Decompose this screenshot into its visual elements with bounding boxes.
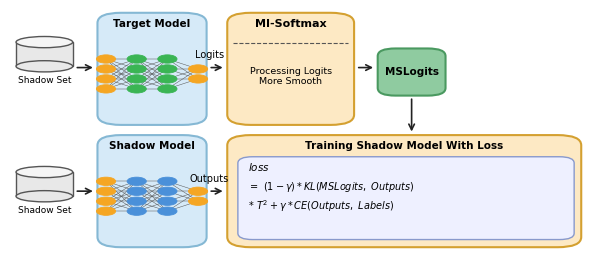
Circle shape xyxy=(127,177,146,185)
Circle shape xyxy=(188,75,208,83)
FancyBboxPatch shape xyxy=(228,135,582,247)
Text: $*\ T^2 + \gamma * CE(\mathit{Outputs},\ \mathit{Labels})$: $*\ T^2 + \gamma * CE(\mathit{Outputs},\… xyxy=(249,198,394,214)
Bar xyxy=(16,172,73,196)
Ellipse shape xyxy=(16,191,73,202)
Text: Target Model: Target Model xyxy=(113,19,191,29)
FancyBboxPatch shape xyxy=(98,13,206,125)
Circle shape xyxy=(188,197,208,205)
Text: MI-Softmax: MI-Softmax xyxy=(255,19,326,29)
Text: Training Shadow Model With Loss: Training Shadow Model With Loss xyxy=(305,141,503,152)
Text: $= \ (1 - \gamma) * KL(\mathit{MSLogits},\ \mathit{Outputs})$: $= \ (1 - \gamma) * KL(\mathit{MSLogits}… xyxy=(249,180,415,194)
Ellipse shape xyxy=(16,166,73,178)
FancyBboxPatch shape xyxy=(98,135,206,247)
Circle shape xyxy=(96,55,116,63)
Text: MSLogits: MSLogits xyxy=(385,67,439,77)
Circle shape xyxy=(127,75,146,83)
Text: Logits: Logits xyxy=(195,50,224,60)
Text: Shadow Model: Shadow Model xyxy=(109,141,195,152)
Circle shape xyxy=(96,207,116,215)
Circle shape xyxy=(96,85,116,93)
Circle shape xyxy=(158,187,177,196)
Circle shape xyxy=(96,177,116,185)
Ellipse shape xyxy=(16,36,73,48)
Circle shape xyxy=(127,55,146,63)
Circle shape xyxy=(96,65,116,73)
Bar xyxy=(16,42,73,66)
Circle shape xyxy=(127,85,146,93)
Circle shape xyxy=(158,75,177,83)
Text: $\mathit{loss}$: $\mathit{loss}$ xyxy=(249,161,270,173)
Circle shape xyxy=(158,197,177,205)
Text: Outputs: Outputs xyxy=(190,173,229,184)
FancyBboxPatch shape xyxy=(228,13,354,125)
Circle shape xyxy=(96,75,116,83)
Circle shape xyxy=(158,65,177,73)
Circle shape xyxy=(127,207,146,215)
Circle shape xyxy=(96,187,116,196)
FancyBboxPatch shape xyxy=(238,157,574,239)
Circle shape xyxy=(96,197,116,205)
FancyBboxPatch shape xyxy=(377,48,445,96)
Circle shape xyxy=(158,207,177,215)
Circle shape xyxy=(127,187,146,196)
Circle shape xyxy=(158,177,177,185)
Ellipse shape xyxy=(16,61,73,72)
Text: Shadow Set: Shadow Set xyxy=(17,206,71,216)
Circle shape xyxy=(188,65,208,73)
Circle shape xyxy=(158,55,177,63)
Text: Shadow Set: Shadow Set xyxy=(17,76,71,86)
Circle shape xyxy=(127,197,146,205)
Circle shape xyxy=(127,65,146,73)
Circle shape xyxy=(188,187,208,196)
Text: Processing Logits
More Smooth: Processing Logits More Smooth xyxy=(250,67,332,86)
Circle shape xyxy=(158,85,177,93)
